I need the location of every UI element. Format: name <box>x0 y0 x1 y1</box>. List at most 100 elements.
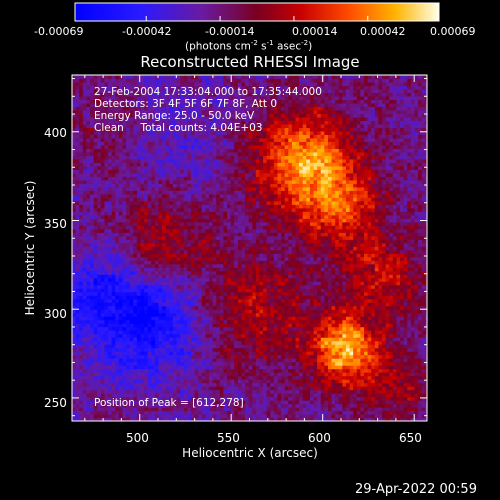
heatmap-cell <box>79 414 84 419</box>
heatmap-cell <box>295 368 300 373</box>
heatmap-cell <box>183 298 188 303</box>
heatmap-cell <box>140 284 145 289</box>
heatmap-cell <box>104 354 109 359</box>
heatmap-cell <box>241 382 246 387</box>
heatmap-cell <box>75 312 80 317</box>
heatmap-cell <box>374 295 380 300</box>
heatmap-cell <box>219 393 224 398</box>
heatmap-cell <box>223 379 228 384</box>
heatmap-cell <box>208 305 214 310</box>
heatmap-cell <box>338 326 343 331</box>
heatmap-cell <box>309 393 315 398</box>
heatmap-cell <box>93 361 98 366</box>
heatmap-cell <box>90 291 95 296</box>
heatmap-cell <box>374 417 380 421</box>
heatmap-cell <box>144 242 149 247</box>
heatmap-cell <box>93 309 98 314</box>
heatmap-cell <box>407 382 412 387</box>
heatmap-cell <box>327 375 333 380</box>
heatmap-cell <box>140 400 145 405</box>
heatmap-cell <box>385 396 390 401</box>
heatmap-cell <box>273 403 279 408</box>
heatmap-cell <box>248 267 253 272</box>
heatmap-cell <box>263 379 268 384</box>
heatmap-cell <box>126 407 131 412</box>
heatmap-cell <box>82 256 88 261</box>
heatmap-cell <box>331 414 336 419</box>
heatmap-cell <box>248 389 253 394</box>
heatmap-cell <box>190 298 196 303</box>
heatmap-cell <box>158 410 163 415</box>
heatmap-cell <box>194 309 199 314</box>
heatmap-cell <box>172 414 178 419</box>
heatmap-cell <box>396 298 401 303</box>
heatmap-cell <box>108 253 113 258</box>
heatmap-cell <box>421 312 426 317</box>
heatmap-cell <box>201 281 206 286</box>
heatmap-cell <box>353 263 358 268</box>
heatmap-cell <box>122 400 127 405</box>
heatmap-cell <box>374 361 380 366</box>
heatmap-cell <box>302 347 307 352</box>
heatmap-cell <box>245 351 250 356</box>
heatmap-cell <box>302 295 307 300</box>
heatmap-cell <box>374 365 380 370</box>
heatmap-cell <box>421 274 426 279</box>
heatmap-cell <box>291 400 297 405</box>
heatmap-cell <box>317 298 322 303</box>
heatmap-cell <box>378 326 383 331</box>
heatmap-cell <box>313 263 318 268</box>
heatmap-cell <box>230 375 235 380</box>
heatmap-cell <box>317 302 322 307</box>
heatmap-cell <box>147 291 152 296</box>
heatmap-cell <box>288 410 293 415</box>
heatmap-cell <box>403 309 408 314</box>
heatmap-cell <box>90 389 95 394</box>
heatmap-cell <box>349 379 354 384</box>
heatmap-cell <box>216 410 221 415</box>
heatmap-cell <box>421 347 426 352</box>
heatmap-cell <box>205 242 210 247</box>
heatmap-cell <box>72 393 77 398</box>
heatmap-cell <box>327 305 333 310</box>
heatmap-cell <box>259 298 264 303</box>
heatmap-cell <box>154 312 160 317</box>
heatmap-cell <box>241 365 246 370</box>
heatmap-cell <box>183 274 188 279</box>
heatmap-cell <box>118 361 124 366</box>
heatmap-cell <box>396 326 401 331</box>
heatmap-cell <box>414 323 419 328</box>
heatmap-cell <box>201 253 206 258</box>
heatmap-cell <box>270 333 275 338</box>
heatmap-cell <box>382 410 387 415</box>
heatmap-cell <box>205 361 210 366</box>
heatmap-cell <box>75 344 80 349</box>
heatmap-cell <box>364 368 369 373</box>
heatmap-cell <box>72 375 77 380</box>
heatmap-cell <box>165 407 170 412</box>
heatmap-cell <box>180 414 185 419</box>
heatmap-cell <box>371 274 376 279</box>
heatmap-cell <box>371 291 376 296</box>
heatmap-cell <box>371 249 376 254</box>
heatmap-cell <box>313 295 318 300</box>
heatmap-cell <box>187 358 192 363</box>
heatmap-cell <box>392 396 398 401</box>
heatmap-cell <box>100 407 106 412</box>
heatmap-cell <box>345 372 351 377</box>
heatmap-cell <box>342 263 347 268</box>
heatmap-cell <box>245 368 250 373</box>
heatmap-cell <box>263 347 268 352</box>
heatmap-cell <box>320 400 325 405</box>
heatmap-cell <box>317 323 322 328</box>
heatmap-cell <box>75 347 80 352</box>
heatmap-cell <box>338 323 343 328</box>
heatmap-cell <box>313 407 318 412</box>
heatmap-cell <box>403 260 408 265</box>
heatmap-cell <box>407 386 412 391</box>
heatmap-cell <box>122 358 127 363</box>
heatmap-cell <box>208 379 214 384</box>
heatmap-cell <box>252 386 257 391</box>
heatmap-cell <box>241 326 246 331</box>
heatmap-cell <box>382 267 387 272</box>
